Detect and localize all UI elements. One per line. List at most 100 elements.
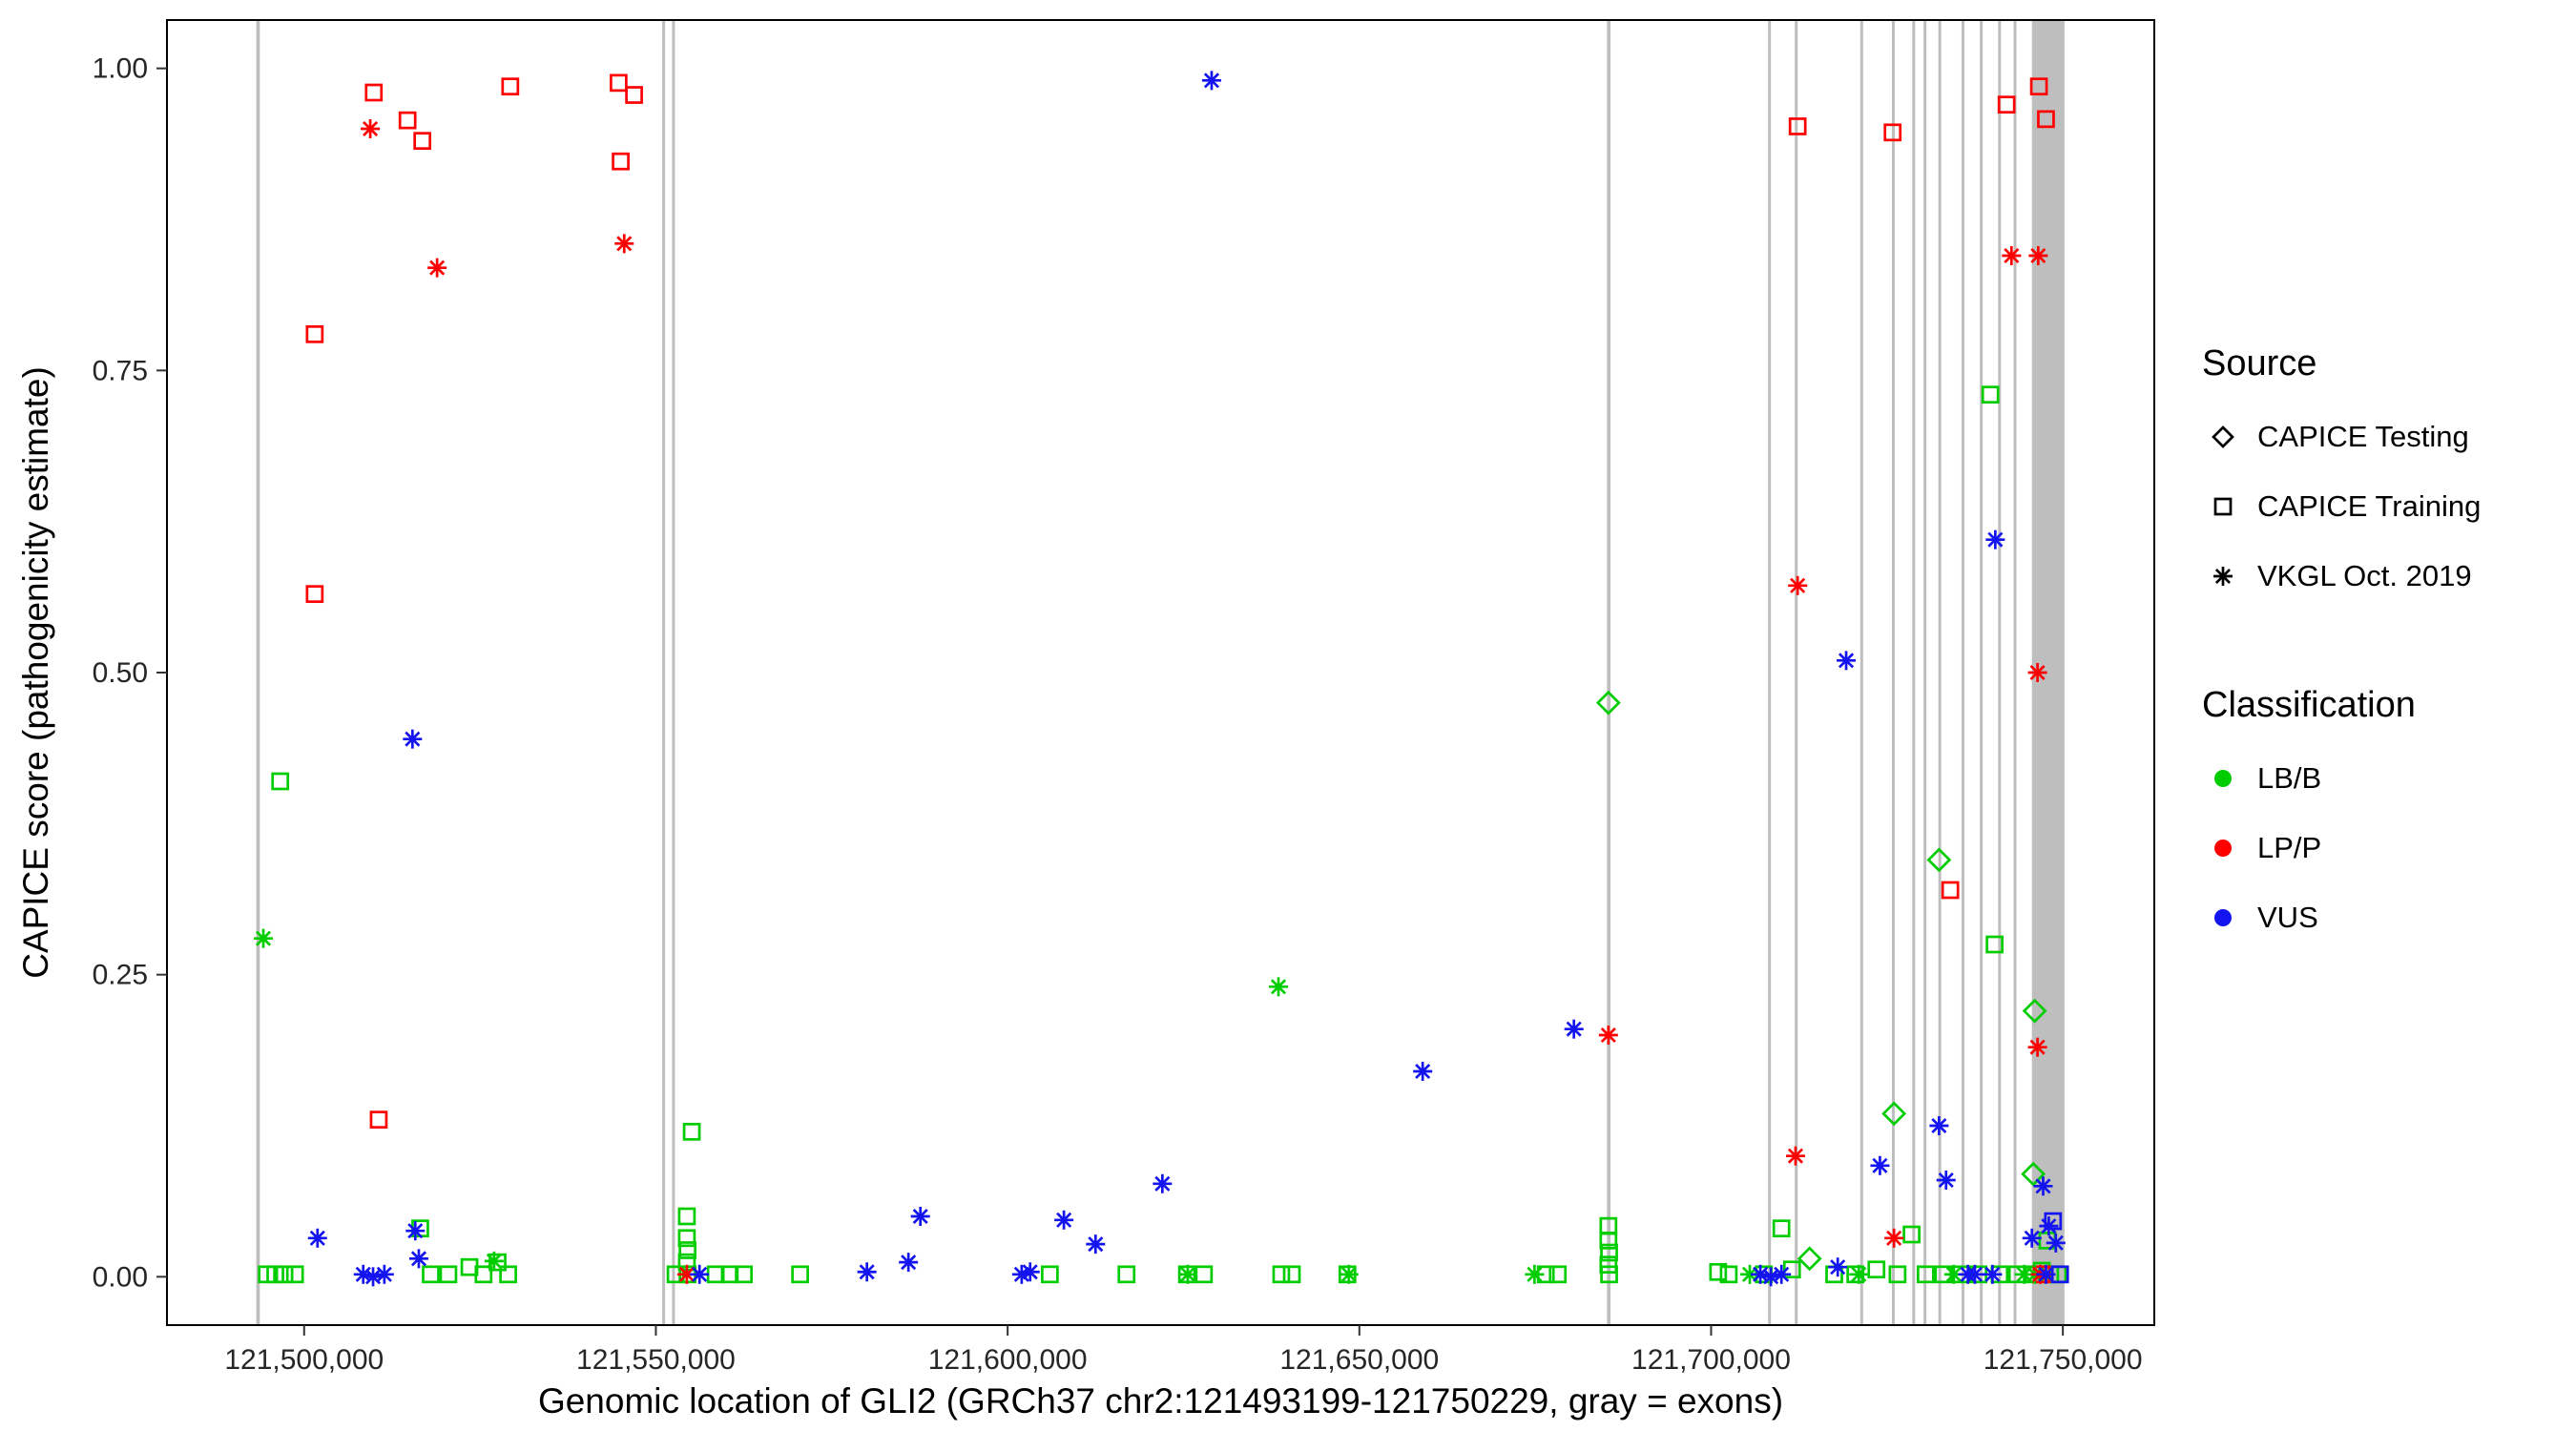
legend-source-items: CAPICE Testing CAPICE Training VKGL Oct. 2…: [2202, 402, 2565, 611]
data-point: [254, 928, 274, 948]
data-point: [1981, 385, 2000, 404]
exon-band: [256, 20, 260, 1325]
exon-band: [1961, 20, 1964, 1325]
circle-icon: [2214, 908, 2232, 926]
data-point: [1020, 1262, 1040, 1282]
legend-item-capice-training: CAPICE Training: [2202, 471, 2565, 541]
data-point: [1849, 1264, 1869, 1284]
data-point: [1054, 1210, 1074, 1230]
data-point: [2029, 77, 2048, 96]
data-point: [1941, 881, 1960, 900]
exon-band: [1923, 20, 1927, 1325]
data-point: [612, 152, 630, 171]
data-point: [1599, 1231, 1618, 1250]
data-point: [676, 1264, 696, 1284]
data-point: [2033, 1176, 2053, 1196]
data-point: [2039, 1216, 2059, 1236]
data-point: [1086, 1234, 1106, 1255]
data-point: [1867, 1260, 1886, 1279]
data-point: [1600, 1265, 1618, 1284]
y-axis-title: CAPICE score (pathogenicity estimate): [16, 366, 55, 979]
data-point: [899, 1253, 919, 1273]
data-point: [1525, 1264, 1545, 1284]
data-point: [625, 86, 643, 104]
y-tick-label: 0.75: [93, 355, 148, 386]
asterisk-icon: [2213, 566, 2233, 586]
data-point: [369, 1110, 388, 1130]
exon-band: [1768, 20, 1772, 1325]
data-point: [1282, 1265, 1301, 1284]
data-point: [403, 729, 423, 749]
y-tick-label: 0.25: [93, 960, 148, 991]
data-point: [501, 77, 520, 96]
data-point: [405, 1221, 426, 1241]
data-point: [677, 1229, 696, 1248]
data-point: [1269, 977, 1289, 997]
data-point: [1926, 847, 1952, 873]
exon-bands: [256, 20, 2065, 1325]
data-point: [1788, 575, 1808, 595]
exon-band: [1938, 20, 1942, 1325]
data-point: [1929, 1116, 1949, 1135]
data-point: [499, 1265, 517, 1284]
data-point: [271, 772, 290, 791]
data-point: [307, 1228, 327, 1248]
legend-item-vus: VUS: [2202, 882, 2565, 952]
legend-item-label: CAPICE Testing: [2257, 419, 2469, 453]
data-point: [2022, 1228, 2042, 1248]
data-point: [1788, 117, 1807, 135]
data-point: [413, 132, 432, 151]
data-point: [427, 258, 447, 278]
data-point: [474, 1265, 493, 1284]
data-points: [254, 71, 2069, 1287]
legend-classification-title: Classification: [2202, 685, 2416, 725]
data-point: [1837, 651, 1857, 671]
x-tick-label: 121,700,000: [1631, 1344, 1791, 1376]
data-point: [484, 1251, 504, 1271]
data-point: [275, 1265, 294, 1284]
exon-band: [1980, 20, 1984, 1325]
data-point: [439, 1265, 458, 1284]
exon-band: [1607, 20, 1611, 1325]
data-point: [1195, 1265, 1214, 1284]
data-point: [1117, 1265, 1136, 1284]
legend-item-label: LP/P: [2257, 830, 2322, 864]
data-point: [2036, 1264, 2056, 1284]
data-point: [285, 1265, 304, 1284]
data-point: [1936, 1171, 1956, 1190]
data-point: [1917, 1265, 1935, 1284]
square-icon: [2213, 497, 2233, 515]
data-point: [1883, 123, 1902, 142]
data-point: [1888, 1265, 1907, 1284]
data-point: [364, 83, 384, 102]
axes: 121,500,000 121,550,000 121,600,000 121,650…: [93, 53, 2143, 1376]
exon-band: [662, 20, 666, 1325]
circle-icon: [2214, 839, 2232, 857]
exon-band: [2013, 20, 2017, 1325]
data-point: [1943, 1264, 1963, 1284]
data-point: [1983, 1264, 2003, 1284]
diamond-icon: [2212, 425, 2234, 448]
data-point: [1041, 1265, 1059, 1284]
data-point: [2027, 1037, 2047, 1057]
y-tick-label: 1.00: [93, 53, 148, 85]
data-point: [422, 1265, 440, 1284]
x-tick-label: 121,600,000: [928, 1344, 1088, 1376]
x-tick-label: 121,550,000: [576, 1344, 736, 1376]
exon-band: [1912, 20, 1916, 1325]
data-point: [1985, 529, 2005, 550]
data-point: [2046, 1233, 2066, 1253]
data-point: [1413, 1062, 1433, 1081]
data-point: [1177, 1264, 1197, 1284]
data-point: [266, 1265, 284, 1284]
data-point: [678, 1241, 696, 1259]
exon-band: [1891, 20, 1895, 1325]
legend-item-label: VUS: [2257, 900, 2318, 934]
legend-item-vkgl-oct-2019: VKGL Oct. 2019: [2202, 541, 2565, 611]
data-point: [2022, 998, 2047, 1024]
data-point: [2028, 246, 2048, 265]
data-point: [1997, 95, 2016, 114]
data-point: [610, 73, 628, 93]
circle-icon: [2214, 769, 2232, 787]
data-point: [1339, 1264, 1359, 1284]
